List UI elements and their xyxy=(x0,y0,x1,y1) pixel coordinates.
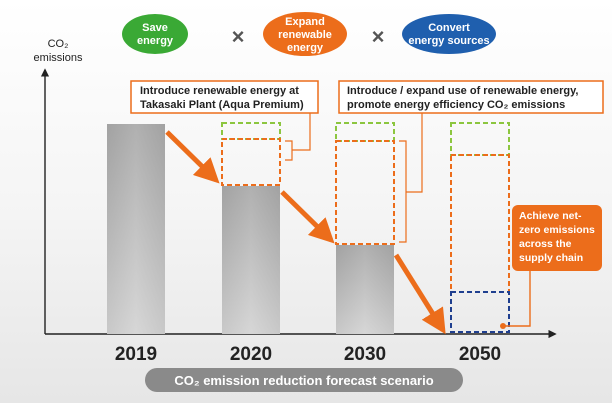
svg-text:Save: Save xyxy=(142,22,168,34)
dashed-boxes-2050 xyxy=(450,122,510,333)
reduction-arrows xyxy=(165,130,446,335)
svg-text:Achieve net-: Achieve net- xyxy=(519,210,582,222)
callout-net-zero: Achieve net- zero emissions across the s… xyxy=(500,205,602,329)
svg-text:energy sources: energy sources xyxy=(408,35,489,47)
pill-expand-renewable: Expand renewable energy xyxy=(263,12,347,56)
dashed-boxes-2030 xyxy=(335,122,395,245)
pill-convert-energy: Convert energy sources xyxy=(402,14,496,54)
svg-text:Introduce / expand use of rene: Introduce / expand use of renewable ener… xyxy=(347,85,578,97)
svg-text:Convert: Convert xyxy=(428,22,470,34)
year-label-2020: 2020 xyxy=(230,344,272,365)
svg-text:CO₂ emission reduction forecas: CO₂ emission reduction forecast scenario xyxy=(174,373,433,388)
svg-text:Takasaki Plant (Aqua Premium): Takasaki Plant (Aqua Premium) xyxy=(140,99,304,111)
scenario-banner: CO₂ emission reduction forecast scenario xyxy=(145,368,463,392)
callout-expand-renewable: Introduce / expand use of renewable ener… xyxy=(338,80,604,243)
svg-text:emissions: emissions xyxy=(34,52,83,64)
svg-text:promote energy efficiency CO₂: promote energy efficiency CO₂ emissions xyxy=(347,99,565,111)
times-operator: × xyxy=(372,24,385,49)
dashed-boxes-2020 xyxy=(221,122,281,186)
times-operator: × xyxy=(232,24,245,49)
svg-text:CO₂: CO₂ xyxy=(48,38,69,50)
year-label-2019: 2019 xyxy=(115,344,157,365)
svg-text:Introduce renewable energy at: Introduce renewable energy at xyxy=(140,85,299,97)
y-axis-label: CO₂ emissions xyxy=(34,38,83,64)
svg-text:zero emissions: zero emissions xyxy=(519,224,595,236)
svg-text:energy: energy xyxy=(287,42,324,54)
svg-text:Expand: Expand xyxy=(285,16,325,28)
svg-text:supply chain: supply chain xyxy=(519,252,583,264)
year-label-2050: 2050 xyxy=(459,344,501,365)
svg-text:renewable: renewable xyxy=(278,29,332,41)
year-label-2030: 2030 xyxy=(344,344,386,365)
callout-takasaki: Introduce renewable energy at Takasaki P… xyxy=(130,80,319,161)
svg-text:across the: across the xyxy=(519,238,572,250)
svg-text:energy: energy xyxy=(137,35,174,47)
pill-save-energy: Save energy xyxy=(122,14,188,54)
